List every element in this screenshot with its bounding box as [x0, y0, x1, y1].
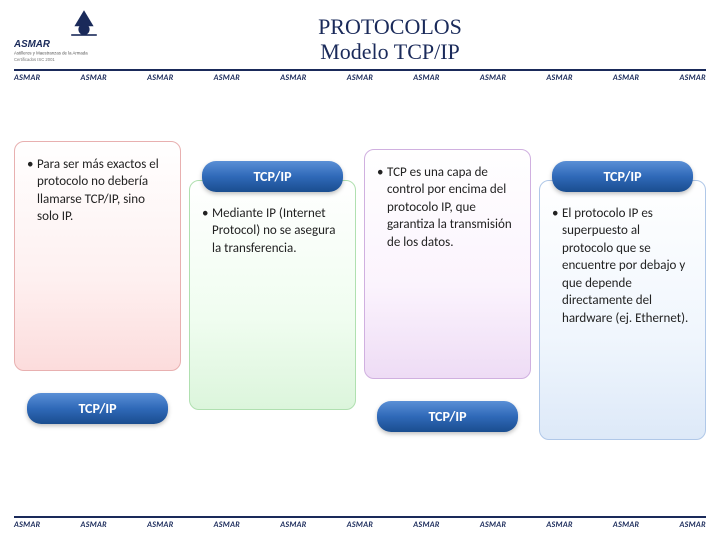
title-line-1: PROTOCOLOS: [154, 14, 626, 39]
asmar-strip-label: ASMAR: [280, 520, 306, 534]
asmar-strip-bottom: ASMAR ASMAR ASMAR ASMAR ASMAR ASMAR ASMAR ASMAR…: [0, 520, 720, 534]
logo-block: ASMAR Astilleros y Maestranzas de la Arm…: [14, 8, 154, 64]
asmar-strip-label: ASMAR: [480, 73, 506, 87]
asmar-logo-icon: [68, 8, 100, 38]
asmar-strip-label: ASMAR: [679, 520, 705, 534]
asmar-strip-label: ASMAR: [613, 520, 639, 534]
logo-brand-text: ASMAR: [14, 39, 51, 50]
bullet-2: Mediante IP (Internet Protocol) no se as…: [202, 205, 343, 258]
pill-1: TCP/IP: [27, 393, 167, 424]
asmar-strip-label: ASMAR: [147, 520, 173, 534]
pill-4: TCP/IP: [552, 161, 692, 192]
asmar-strip-label: ASMAR: [347, 520, 373, 534]
columns-row: Para ser más exactos el protocolo no deb…: [14, 97, 706, 477]
logo-subtitle: Astilleros y Maestranzas de la Armada: [14, 51, 88, 56]
bullet-1: Para ser más exactos el protocolo no deb…: [27, 156, 168, 226]
asmar-strip-label: ASMAR: [413, 73, 439, 87]
pill-3: TCP/IP: [377, 401, 517, 432]
asmar-strip-label: ASMAR: [480, 520, 506, 534]
block-3: TCP es una capa de control por encima de…: [364, 149, 531, 379]
asmar-strip-label: ASMAR: [546, 520, 572, 534]
spacer: [539, 97, 706, 161]
asmar-strip-label: ASMAR: [214, 73, 240, 87]
column-1: Para ser más exactos el protocolo no deb…: [14, 97, 181, 477]
asmar-strip-label: ASMAR: [14, 520, 40, 534]
asmar-wordmark: ASMAR Astilleros y Maestranzas de la Arm…: [14, 38, 154, 64]
bullet-4: El protocolo IP es superpuesto al protoc…: [552, 205, 693, 328]
column-3: TCP es una capa de control por encima de…: [364, 97, 531, 477]
block-1: Para ser más exactos el protocolo no deb…: [14, 141, 181, 371]
asmar-strip-label: ASMAR: [214, 520, 240, 534]
asmar-strip-label: ASMAR: [81, 520, 107, 534]
bullet-3: TCP es una capa de control por encima de…: [377, 164, 518, 252]
header-divider: [14, 69, 706, 71]
asmar-strip-label: ASMAR: [679, 73, 705, 87]
diagram-content: Para ser más exactos el protocolo no deb…: [0, 87, 720, 477]
asmar-strip-label: ASMAR: [347, 73, 373, 87]
asmar-strip-label: ASMAR: [280, 73, 306, 87]
pill-2: TCP/IP: [202, 161, 342, 192]
asmar-strip-label: ASMAR: [613, 73, 639, 87]
slide-header: ASMAR Astilleros y Maestranzas de la Arm…: [0, 0, 720, 69]
title-block: PROTOCOLOS Modelo TCP/IP: [154, 8, 706, 65]
spacer: [189, 97, 356, 161]
asmar-strip-label: ASMAR: [81, 73, 107, 87]
block-4: El protocolo IP es superpuesto al protoc…: [539, 180, 706, 440]
asmar-strip-label: ASMAR: [14, 73, 40, 87]
logo-cert: Certificados ISC 2001: [14, 57, 55, 62]
column-4: TCP/IP El protocolo IP es superpuesto al…: [539, 97, 706, 477]
title-line-2: Modelo TCP/IP: [154, 39, 626, 64]
asmar-strip-label: ASMAR: [413, 520, 439, 534]
slide-footer: ASMAR ASMAR ASMAR ASMAR ASMAR ASMAR ASMAR ASMAR…: [0, 516, 720, 540]
asmar-strip-label: ASMAR: [546, 73, 572, 87]
block-2: Mediante IP (Internet Protocol) no se as…: [189, 180, 356, 410]
asmar-strip-top: ASMAR ASMAR ASMAR ASMAR ASMAR ASMAR ASMAR ASMAR…: [0, 73, 720, 87]
asmar-strip-label: ASMAR: [147, 73, 173, 87]
column-2: TCP/IP Mediante IP (Internet Protocol) n…: [189, 97, 356, 477]
footer-pad: [0, 534, 720, 540]
footer-divider: [14, 516, 706, 518]
